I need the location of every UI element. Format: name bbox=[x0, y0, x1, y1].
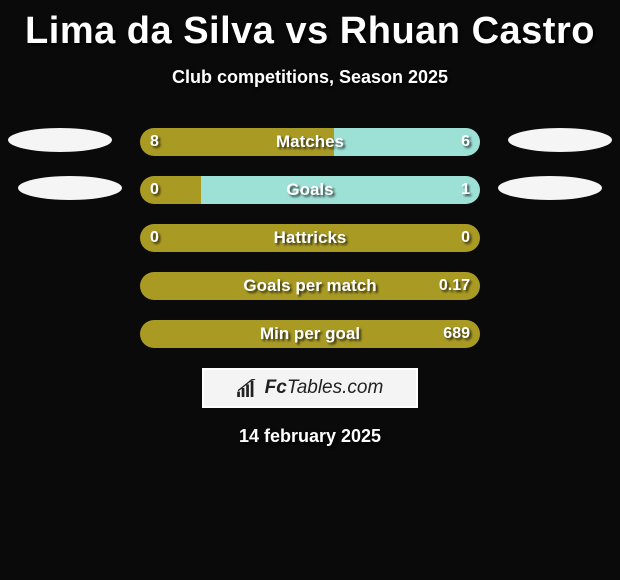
value-right: 689 bbox=[443, 320, 470, 348]
bars-icon bbox=[237, 379, 259, 397]
bar-label: Goals bbox=[140, 176, 480, 204]
value-right: 0.17 bbox=[439, 272, 470, 300]
comparison-bars: Matches86Goals01Hattricks00Goals per mat… bbox=[0, 128, 620, 350]
logo-box: FcTables.com bbox=[202, 368, 418, 408]
page-title: Lima da Silva vs Rhuan Castro bbox=[0, 0, 620, 53]
value-left: 0 bbox=[150, 176, 159, 204]
value-right: 1 bbox=[461, 176, 470, 204]
logo-text: FcTables.com bbox=[265, 377, 384, 399]
bar-row: Hattricks0 0 bbox=[0, 224, 620, 254]
bar-row: Min per goal689 bbox=[0, 320, 620, 350]
bar-label: Matches bbox=[140, 128, 480, 156]
value-right: 0 bbox=[461, 224, 470, 252]
bar-label: Min per goal bbox=[140, 320, 480, 348]
avatar-ellipse-right bbox=[508, 128, 612, 152]
bar-label: Goals per match bbox=[140, 272, 480, 300]
bar-label: Hattricks bbox=[140, 224, 480, 252]
avatar-ellipse-right bbox=[498, 176, 602, 200]
value-right: 6 bbox=[461, 128, 470, 156]
subtitle: Club competitions, Season 2025 bbox=[0, 67, 620, 88]
avatar-ellipse-left bbox=[18, 176, 122, 200]
bar-row: Matches8 6 bbox=[0, 128, 620, 158]
value-left: 8 bbox=[150, 128, 159, 156]
avatar-ellipse-left bbox=[8, 128, 112, 152]
value-left: 0 bbox=[150, 224, 159, 252]
bar-row: Goals0 1 bbox=[0, 176, 620, 206]
bar-row: Goals per match0.17 bbox=[0, 272, 620, 302]
date-text: 14 february 2025 bbox=[0, 426, 620, 447]
